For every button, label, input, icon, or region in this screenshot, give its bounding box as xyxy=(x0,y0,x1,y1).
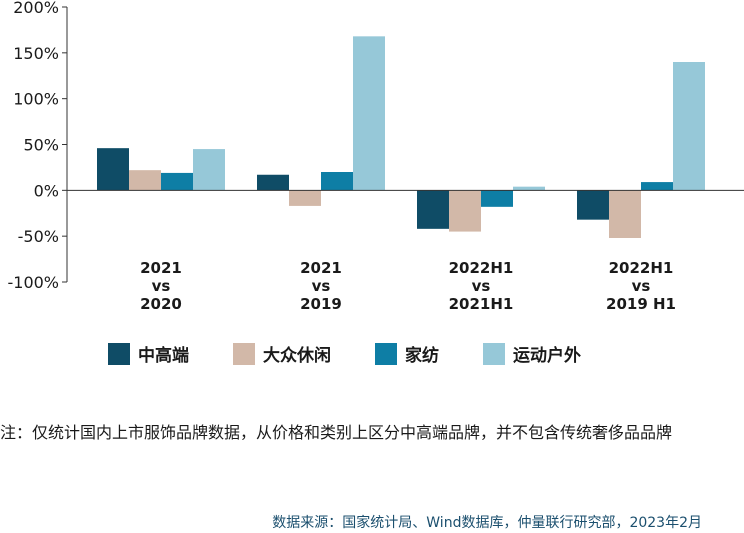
source-text: 数据来源：国家统计局、Wind数据库，仲量联行研究部，2023年2月 xyxy=(272,515,702,531)
legend-label: 运动户外 xyxy=(513,346,581,366)
bar xyxy=(417,190,449,229)
bar xyxy=(673,62,705,191)
bar xyxy=(513,186,545,191)
bar xyxy=(289,190,321,206)
bar xyxy=(353,36,385,191)
bar-chart: -100% -50% 0% 50% 100% 150% 200% 2021 vs 2020 2021… xyxy=(7,0,744,313)
y-tick-label: -100% xyxy=(7,273,59,292)
y-tick-label: 0% xyxy=(34,181,59,200)
y-tick-label: -50% xyxy=(18,227,59,246)
x-tick-label: 2021 vs 2019 xyxy=(300,259,342,313)
x-tick-label: 2022H1 vs 2019 H1 xyxy=(606,259,676,313)
y-tick-label: 200% xyxy=(13,0,59,17)
y-tick-label: 150% xyxy=(13,44,59,63)
bar xyxy=(129,170,161,191)
bar xyxy=(577,190,609,220)
legend-item: 运动户外 xyxy=(483,341,581,366)
x-tick-label: 2021 vs 2020 xyxy=(140,259,182,313)
legend-swatch xyxy=(375,342,397,365)
legend: 中高端 大众休闲 家纺 运动户外 xyxy=(108,341,625,366)
y-tick-label: 100% xyxy=(13,90,59,109)
legend-swatch xyxy=(233,342,255,365)
bar xyxy=(97,148,129,191)
legend-item: 大众休闲 xyxy=(233,341,331,366)
legend-item: 中高端 xyxy=(108,341,189,366)
bar xyxy=(481,190,513,207)
bar xyxy=(641,182,673,191)
x-tick-label: 2022H1 vs 2021H1 xyxy=(449,259,514,313)
legend-label: 中高端 xyxy=(138,346,189,366)
legend-label: 大众休闲 xyxy=(263,346,331,366)
legend-swatch xyxy=(108,342,130,365)
bar xyxy=(321,172,353,191)
bar xyxy=(257,174,289,191)
footnote: 注：仅统计国内上市服饰品牌数据，从价格和类别上区分中高端品牌，并不包含传统奢侈品… xyxy=(0,423,673,442)
y-tick-label: 50% xyxy=(23,136,59,155)
bar xyxy=(609,190,641,238)
legend-label: 家纺 xyxy=(405,346,439,366)
legend-swatch xyxy=(483,342,505,365)
legend-item: 家纺 xyxy=(375,341,439,366)
bar xyxy=(161,172,193,191)
bar xyxy=(193,149,225,191)
bar xyxy=(449,190,481,232)
